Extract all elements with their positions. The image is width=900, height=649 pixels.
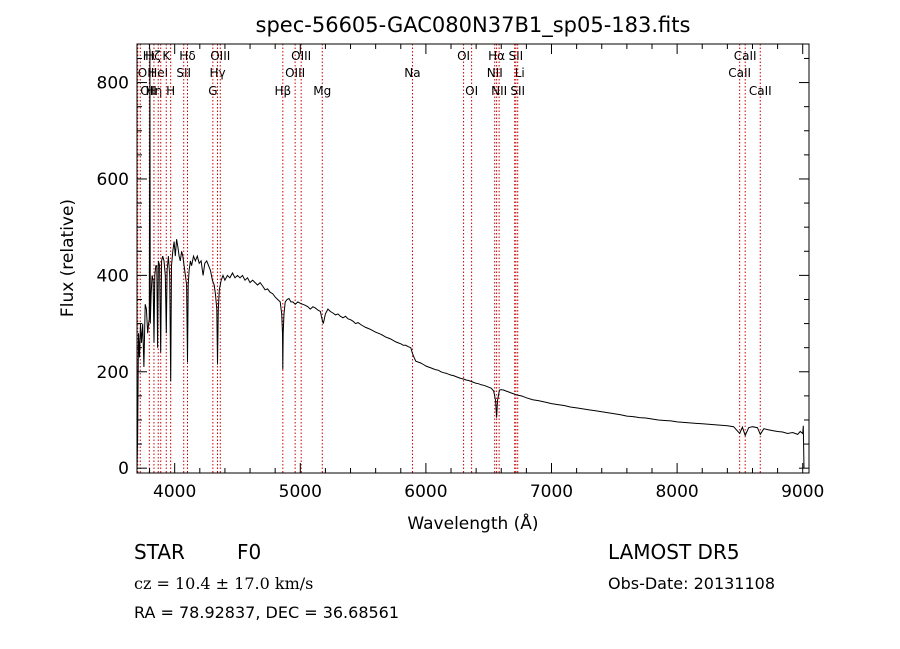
line-marker-label: CaII xyxy=(749,84,772,98)
line-marker-label: OIII xyxy=(291,49,311,63)
line-marker-label: CaII xyxy=(728,66,751,80)
subclass-label: F0 xyxy=(237,540,262,564)
y-tick-label: 600 xyxy=(97,170,129,190)
line-marker-label: Hζ xyxy=(145,49,161,63)
line-marker-label: CaII xyxy=(734,49,757,63)
y-axis-label: Flux (relative) xyxy=(58,199,78,317)
x-tick-label: 4000 xyxy=(153,482,196,502)
line-marker-label: Li xyxy=(515,66,525,80)
line-marker-label: Na xyxy=(404,66,420,80)
line-marker-label: OI xyxy=(465,84,478,98)
line-marker-label: Hβ xyxy=(274,84,291,98)
line-marker-label: SII xyxy=(510,84,525,98)
y-tick-label: 0 xyxy=(118,459,129,479)
plot-frame xyxy=(136,43,810,474)
x-axis-label: Wavelength (Å) xyxy=(407,512,538,534)
y-tick-label: 200 xyxy=(97,363,129,383)
x-tick-label: 5000 xyxy=(279,482,322,502)
line-marker-label: OIII xyxy=(210,49,230,63)
chart-title: spec-56605-GAC080N37B1_sp05-183.fits xyxy=(256,13,691,38)
line-marker-label: Hγ xyxy=(209,66,225,80)
line-marker-label: Hδ xyxy=(179,49,195,63)
spectrum-line xyxy=(136,48,805,469)
line-marker-label: K xyxy=(162,49,171,63)
x-tick-label: 7000 xyxy=(530,482,573,502)
class-label: STAR xyxy=(134,540,185,564)
line-marker-label: OI xyxy=(457,49,470,63)
line-marker-label: OIII xyxy=(285,66,305,80)
line-marker-label: Mg xyxy=(313,84,331,98)
line-marker-label: OII xyxy=(140,84,157,98)
line-marker-label: Hι xyxy=(143,49,156,63)
x-tick-label: 8000 xyxy=(655,482,698,502)
line-marker-label: SII xyxy=(508,49,523,63)
axis-ticks: 4000 5000 6000 7000 8000 9000 0 200 400 600 800 xyxy=(97,44,824,502)
y-tick-label: 400 xyxy=(97,266,129,286)
coordinates: RA = 78.92837, DEC = 36.68561 xyxy=(134,603,400,622)
line-marker-label: NII xyxy=(487,66,503,80)
x-tick-label: 6000 xyxy=(404,482,447,502)
line-marker-label: Hα xyxy=(488,49,505,63)
line-marker-label: G xyxy=(208,84,217,98)
line-marker-label: Hη xyxy=(146,84,163,98)
x-tick-label: 9000 xyxy=(781,482,824,502)
redshift-velocity: cz = 10.4 ± 17.0 km/s xyxy=(134,574,314,593)
line-marker-label: H xyxy=(166,84,175,98)
line-marker-label: NII xyxy=(491,84,507,98)
line-marker-label: HeI xyxy=(148,66,168,80)
observation-date: Obs-Date: 20131108 xyxy=(608,574,776,593)
y-tick-label: 800 xyxy=(97,74,129,94)
survey-label: LAMOST DR5 xyxy=(608,540,740,564)
line-marker-label: SII xyxy=(176,66,191,80)
